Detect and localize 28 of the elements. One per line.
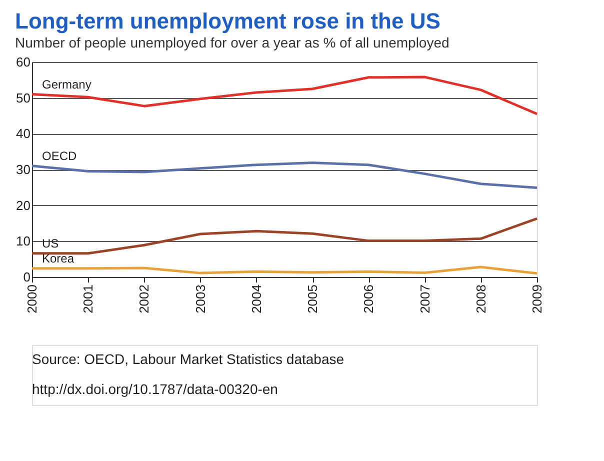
line-series	[30, 76, 538, 116]
x-tick-label: 2007	[417, 284, 432, 314]
series-label: Korea	[42, 251, 74, 266]
x-tick-label: 2004	[248, 284, 264, 314]
x-tick-label: 2003	[192, 284, 208, 314]
x-tick-label: 2002	[136, 284, 152, 314]
y-tick-label: 60	[16, 54, 30, 70]
x-tick-label: 2009	[530, 284, 544, 314]
series-label: Germany	[42, 77, 92, 92]
series-label: OECD	[42, 148, 78, 163]
x-tick-label: 2001	[80, 284, 96, 314]
source-note: Source: OECD, Labour Market Statistics database	[32, 351, 344, 367]
y-tick-label: 30	[16, 162, 30, 177]
line-series	[30, 217, 538, 255]
x-tick-label: 2008	[473, 284, 488, 314]
chart-subtitle: Number of people unemployed for over a year as % of all unemployed	[15, 34, 450, 50]
y-tick-label: 50	[16, 90, 30, 106]
y-tick-label: 0	[23, 270, 30, 284]
x-tick-label: 2005	[305, 284, 320, 314]
chart-title: Long-term unemployment rose in the US	[15, 8, 440, 34]
text: http://dx.doi.org/10.1787/data-00320-en	[32, 381, 278, 397]
x-tick-label: 2000	[24, 284, 40, 314]
line-series	[30, 266, 538, 275]
y-tick-label: 40	[16, 126, 30, 142]
x-tick-label: 2006	[361, 284, 376, 314]
y-tick-label: 10	[16, 234, 30, 249]
line-series	[30, 161, 538, 190]
y-tick-label: 20	[16, 198, 30, 213]
